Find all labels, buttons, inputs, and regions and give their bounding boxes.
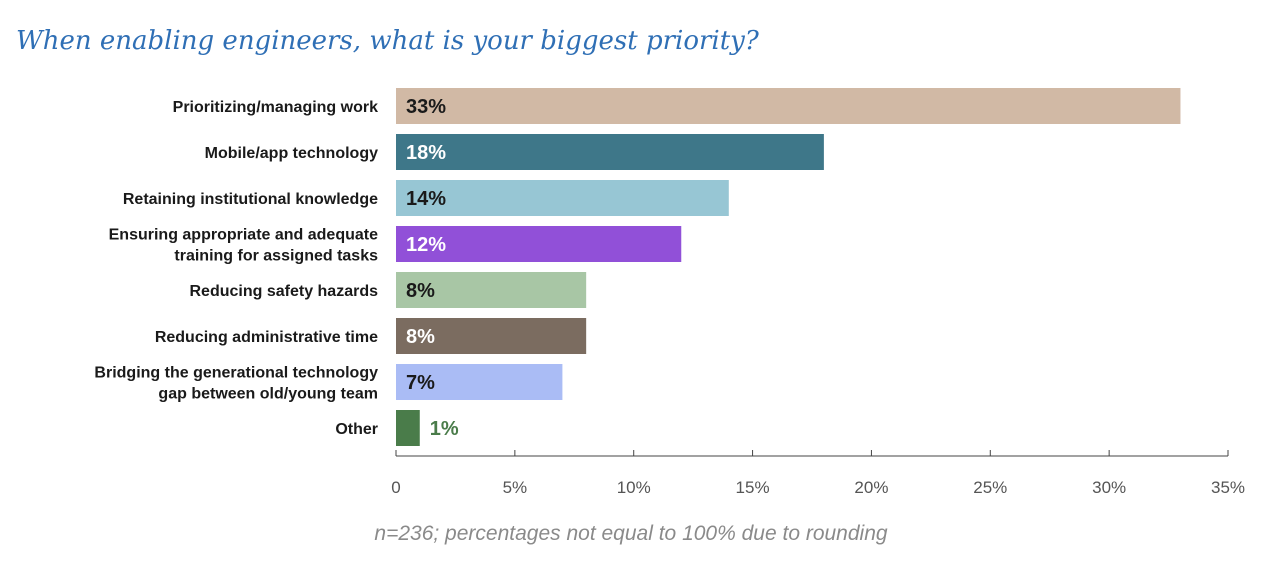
category-label-2: Retaining institutional knowledge: [123, 191, 378, 208]
bar-value-label-6: 7%: [406, 372, 435, 394]
category-label-5: Reducing administrative time: [155, 329, 378, 346]
category-label-4: Reducing safety hazards: [190, 283, 379, 300]
bar-6: [396, 364, 563, 400]
bar-4: [396, 272, 587, 308]
category-label-7: Other: [335, 421, 378, 438]
category-label-3: Ensuring appropriate and adequate trainin…: [109, 227, 378, 265]
bar-5: [396, 318, 587, 354]
bar-value-label-2: 14%: [406, 188, 446, 210]
category-label-1: Mobile/app technology: [205, 145, 378, 162]
bar-chart: 33% Prioritizing/managing work 18% Mobile/a…: [94, 88, 1245, 497]
bar-value-label-3: 12%: [406, 234, 446, 256]
bar-value-label-4: 8%: [406, 280, 435, 302]
bar-value-label-7: 1%: [430, 418, 459, 440]
bar-2: [396, 180, 729, 216]
x-tick-label-0: 0: [391, 478, 400, 497]
x-tick-label-6: 30%: [1092, 478, 1126, 497]
bar-7: [396, 410, 420, 446]
x-tick-label-5: 25%: [973, 478, 1007, 497]
x-tick-label-4: 20%: [854, 478, 888, 497]
x-tick-label-2: 10%: [617, 478, 651, 497]
bar-value-label-0: 33%: [406, 96, 446, 118]
bar-3: [396, 226, 682, 262]
bars-group: 33% Prioritizing/managing work 18% Mobile/a…: [94, 88, 1181, 446]
x-tick-label-7: 35%: [1211, 478, 1245, 497]
x-tick-label-1: 5%: [503, 478, 528, 497]
category-label-6: Bridging the generational technology gap …: [94, 365, 378, 403]
bar-value-label-5: 8%: [406, 326, 435, 348]
bar-value-label-1: 18%: [406, 142, 446, 164]
x-axis: 0 5% 10% 15% 20% 25% 30% 35%: [391, 450, 1245, 497]
bar-0: [396, 88, 1181, 124]
bar-1: [396, 134, 824, 170]
chart-footnote: n=236; percentages not equal to 100% due…: [374, 522, 888, 545]
category-label-0: Prioritizing/managing work: [173, 99, 378, 116]
x-tick-label-3: 15%: [736, 478, 770, 497]
chart-title: When enabling engineers, what is your bi…: [16, 26, 759, 56]
